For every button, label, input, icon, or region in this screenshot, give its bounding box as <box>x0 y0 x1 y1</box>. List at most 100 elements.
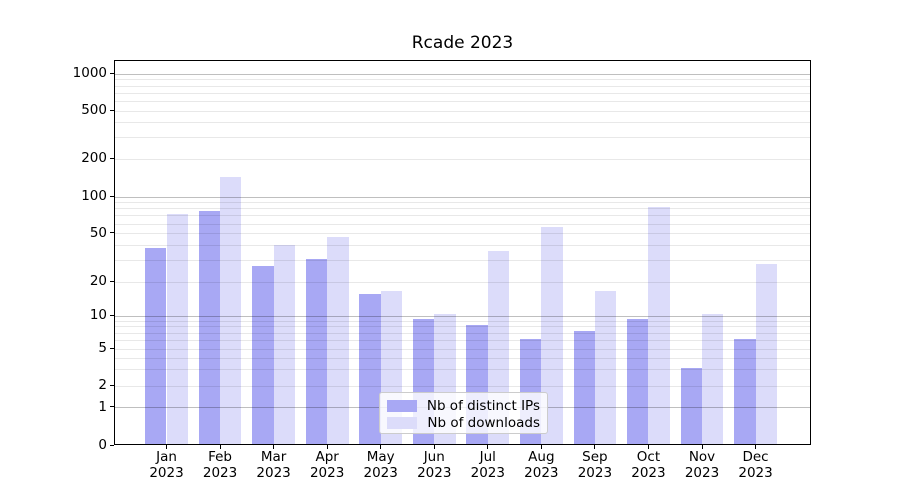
y-tick-1000 <box>110 72 114 74</box>
gridline-minor-60 <box>115 223 810 225</box>
gridline-minor-5 <box>115 348 810 350</box>
x-tick-oct <box>647 445 649 449</box>
bar-downloads-oct <box>648 206 670 444</box>
bar-ips-apr <box>305 258 328 444</box>
bar-downloads-nov <box>702 314 724 444</box>
x-tick-month: Mar <box>260 449 287 465</box>
gridline-minor-50 <box>115 233 810 235</box>
bar-ips-feb <box>198 210 221 444</box>
plot-area <box>114 60 811 445</box>
gridline-minor-8 <box>115 326 810 328</box>
x-tick-label-dec: Dec 2023 <box>721 449 791 481</box>
gridline-minor-2 <box>115 385 810 387</box>
gridline-minor-200 <box>115 158 810 160</box>
bar-ips-sep <box>573 331 595 444</box>
x-tick-month: Apr <box>315 449 339 465</box>
gridline-minor-7 <box>115 332 810 334</box>
x-tick-month: Oct <box>636 449 661 465</box>
x-tick-year: 2023 <box>202 464 238 481</box>
y-tick-20 <box>110 280 114 282</box>
gridline-minor-9 <box>115 320 810 322</box>
x-tick-year: 2023 <box>631 464 666 481</box>
x-tick-apr <box>326 445 328 449</box>
gridline-minor-20 <box>115 281 810 283</box>
x-tick-year: 2023 <box>684 464 720 481</box>
bar-ips-may <box>359 294 381 444</box>
y-tick-10 <box>110 314 114 316</box>
x-tick-year: 2023 <box>256 464 291 481</box>
gridline-minor-40 <box>115 244 810 246</box>
x-tick-month: Jan <box>156 449 177 465</box>
bar-ips-dec <box>734 338 756 444</box>
bar-downloads-feb <box>220 176 242 444</box>
bar-downloads-mar <box>273 244 295 444</box>
bar-downloads-jan <box>166 213 188 444</box>
x-tick-month: Nov <box>688 449 716 465</box>
x-tick-feb <box>219 445 221 449</box>
x-tick-label-jul: Jul 2023 <box>453 449 523 481</box>
chart-title: Rcade 2023 <box>411 33 514 53</box>
x-tick-year: 2023 <box>470 464 505 481</box>
gridline-minor-300 <box>115 137 810 139</box>
y-tick-label-2: 2 <box>98 377 107 393</box>
y-tick-label-1000: 1000 <box>72 65 107 82</box>
x-tick-aug <box>540 445 542 449</box>
y-tick-100 <box>110 195 114 197</box>
x-tick-sep <box>594 445 596 449</box>
x-tick-year: 2023 <box>524 464 559 481</box>
x-tick-may <box>380 445 382 449</box>
y-tick-label-1: 1 <box>98 398 107 415</box>
bar-ips-oct <box>627 319 649 444</box>
gridline-minor-900 <box>115 79 810 81</box>
gridline-minor-80 <box>115 208 810 210</box>
x-tick-label-feb: Feb 2023 <box>185 449 255 481</box>
x-tick-nov <box>701 445 703 449</box>
x-tick-jul <box>487 445 489 449</box>
x-tick-label-apr: Apr 2023 <box>292 449 362 481</box>
x-tick-month: Aug <box>528 449 555 465</box>
bar-downloads-dec <box>755 264 777 444</box>
x-tick-label-nov: Nov 2023 <box>667 449 737 481</box>
gridline-major-100 <box>115 196 810 198</box>
y-tick-200 <box>110 157 114 159</box>
gridline-minor-800 <box>115 85 810 87</box>
x-tick-label-aug: Aug 2023 <box>506 449 576 481</box>
x-tick-month: Feb <box>208 449 232 465</box>
x-tick-month: Jul <box>479 449 496 465</box>
x-tick-jan <box>166 445 167 449</box>
y-tick-label-20: 20 <box>89 273 107 289</box>
gridline-major-1000 <box>115 73 810 75</box>
x-tick-year: 2023 <box>309 464 345 481</box>
x-tick-month: Sep <box>582 449 608 465</box>
x-tick-mar <box>273 445 275 449</box>
y-tick-500 <box>110 109 114 111</box>
legend-item-downloads: Nb of downloads <box>387 414 540 431</box>
gridline-major-10 <box>115 315 810 317</box>
bar-ips-mar <box>252 266 274 444</box>
legend: Nb of distinct IPs Nb of downloads <box>379 392 548 434</box>
y-tick-label-50: 50 <box>89 224 107 241</box>
bar-downloads-aug <box>541 226 563 444</box>
legend-swatch-downloads <box>387 416 417 429</box>
x-tick-label-may: May 2023 <box>346 449 416 481</box>
x-tick-month: May <box>366 449 395 465</box>
x-tick-month: Jun <box>423 449 445 465</box>
gridline-minor-500 <box>115 110 810 112</box>
gridline-minor-90 <box>115 202 810 204</box>
y-tick-50 <box>110 232 114 234</box>
y-tick-5 <box>110 347 114 349</box>
bar-downloads-sep <box>594 290 617 444</box>
y-tick-label-0: 0 <box>98 437 107 453</box>
x-tick-year: 2023 <box>417 464 452 481</box>
x-tick-label-oct: Oct 2023 <box>613 449 683 481</box>
bar-ips-nov <box>680 367 702 444</box>
bar-ips-jan <box>145 247 167 444</box>
y-tick-0 <box>110 444 114 446</box>
gridline-minor-70 <box>115 215 810 217</box>
x-tick-label-jun: Jun 2023 <box>399 449 469 481</box>
gridline-minor-30 <box>115 260 810 262</box>
x-tick-label-jan: Jan 2023 <box>132 449 202 481</box>
legend-swatch-distinct-ips <box>387 399 417 412</box>
x-tick-year: 2023 <box>363 464 398 481</box>
